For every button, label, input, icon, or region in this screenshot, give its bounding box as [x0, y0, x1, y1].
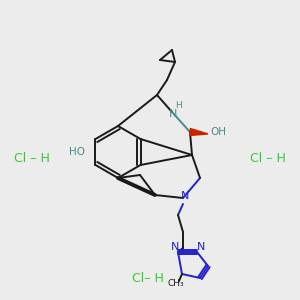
Text: Cl – H: Cl – H: [14, 152, 50, 164]
Text: Cl– H: Cl– H: [132, 272, 164, 284]
Text: N: N: [197, 242, 205, 252]
Text: H: H: [176, 100, 182, 109]
Text: N: N: [169, 109, 177, 119]
Text: N: N: [171, 242, 179, 252]
Text: N: N: [181, 191, 189, 201]
Text: OH: OH: [210, 127, 226, 137]
Text: CH₃: CH₃: [168, 280, 184, 289]
Polygon shape: [190, 128, 208, 136]
Text: Cl – H: Cl – H: [250, 152, 286, 164]
Text: HO: HO: [69, 147, 85, 157]
